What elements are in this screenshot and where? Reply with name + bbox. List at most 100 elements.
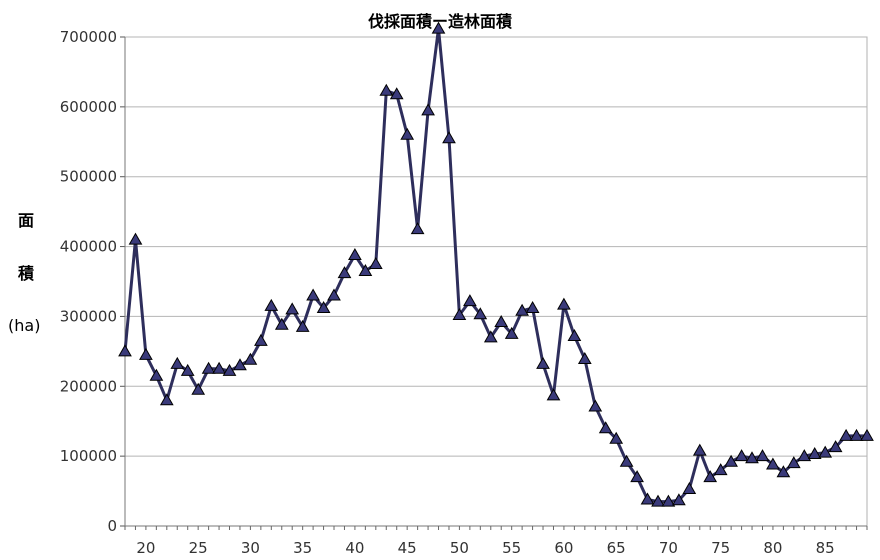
data-point-marker bbox=[713, 463, 728, 476]
y-tick-label: 200000 bbox=[60, 377, 117, 395]
data-point-marker bbox=[661, 494, 676, 507]
data-point-marker bbox=[473, 307, 488, 320]
data-point-marker bbox=[212, 361, 226, 374]
x-tick-label: 80 bbox=[763, 539, 782, 557]
chart-title: 伐採面積ー造林面積 bbox=[367, 12, 512, 31]
data-point-marker bbox=[159, 393, 174, 406]
y-tick-label: 400000 bbox=[60, 238, 117, 256]
data-point-marker bbox=[337, 266, 352, 279]
data-point-marker bbox=[504, 326, 519, 339]
data-point-marker bbox=[630, 470, 644, 483]
data-point-marker bbox=[682, 481, 697, 494]
data-point-marker bbox=[567, 328, 582, 341]
data-point-marker bbox=[766, 457, 780, 470]
data-point-marker bbox=[494, 314, 509, 327]
data-point-marker bbox=[274, 317, 289, 330]
data-point-marker bbox=[118, 344, 132, 357]
y-tick-label: 500000 bbox=[60, 168, 117, 186]
data-point-marker bbox=[640, 492, 655, 505]
data-point-marker bbox=[191, 382, 206, 395]
data-point-marker bbox=[201, 361, 216, 374]
data-point-marker bbox=[285, 302, 300, 315]
x-tick-label: 70 bbox=[659, 539, 678, 557]
data-point-marker bbox=[703, 470, 718, 483]
data-point-marker bbox=[755, 449, 770, 462]
data-point-marker bbox=[776, 465, 791, 478]
plot-area bbox=[124, 36, 868, 527]
data-point-marker bbox=[139, 347, 153, 360]
x-tick-label: 75 bbox=[711, 539, 730, 557]
data-point-marker bbox=[233, 358, 247, 371]
x-tick-label: 35 bbox=[293, 539, 312, 557]
data-point-marker bbox=[598, 421, 613, 434]
data-point-marker bbox=[557, 297, 571, 310]
data-point-marker bbox=[651, 494, 665, 507]
x-tick-label: 30 bbox=[241, 539, 260, 557]
data-point-marker bbox=[525, 300, 540, 313]
x-tick-label: 85 bbox=[816, 539, 835, 557]
y-tick-label: 700000 bbox=[60, 28, 117, 46]
data-point-marker bbox=[410, 222, 425, 235]
x-tick-label: 25 bbox=[189, 539, 208, 557]
data-point-marker bbox=[442, 131, 456, 144]
data-point-marker bbox=[849, 428, 864, 441]
data-point-marker bbox=[421, 103, 435, 116]
data-point-marker bbox=[431, 21, 446, 34]
data-point-marker bbox=[609, 431, 624, 444]
data-point-marker bbox=[515, 303, 529, 316]
data-point-marker bbox=[348, 247, 362, 260]
data-point-marker bbox=[734, 449, 749, 462]
x-tick-label: 65 bbox=[607, 539, 626, 557]
data-point-marker bbox=[818, 445, 833, 458]
data-point-marker bbox=[180, 363, 195, 376]
data-point-marker bbox=[860, 428, 874, 441]
data-point-marker bbox=[724, 454, 738, 467]
data-point-marker bbox=[379, 83, 394, 96]
y-axis-label-line-2: 積 bbox=[18, 264, 35, 283]
data-point-marker bbox=[839, 428, 853, 441]
data-point-marker bbox=[619, 454, 634, 467]
x-tick-label: 20 bbox=[136, 539, 155, 557]
data-point-marker bbox=[400, 127, 415, 140]
y-tick-label: 300000 bbox=[60, 307, 117, 325]
data-point-marker bbox=[358, 263, 373, 276]
data-point-marker bbox=[692, 443, 707, 456]
data-point-marker bbox=[264, 298, 279, 311]
y-axis-label-line-1: 面 bbox=[18, 211, 35, 230]
data-point-marker bbox=[452, 307, 467, 320]
data-point-marker bbox=[745, 451, 759, 464]
data-point-marker bbox=[327, 288, 341, 301]
data-point-marker bbox=[295, 319, 310, 332]
data-point-marker bbox=[368, 256, 383, 269]
data-point-marker bbox=[672, 493, 686, 506]
data-point-marker bbox=[316, 300, 331, 313]
data-point-marker bbox=[170, 356, 185, 369]
data-point-marker bbox=[222, 363, 237, 376]
data-point-marker bbox=[463, 294, 477, 307]
data-point-marker bbox=[149, 368, 164, 381]
data-point-marker bbox=[306, 288, 320, 301]
x-tick-label: 55 bbox=[502, 539, 521, 557]
data-point-marker bbox=[536, 356, 550, 369]
x-tick-label: 40 bbox=[345, 539, 364, 557]
data-point-marker bbox=[546, 388, 561, 401]
data-point-marker bbox=[483, 330, 498, 343]
data-point-marker bbox=[797, 449, 812, 462]
data-point-marker bbox=[828, 440, 843, 453]
y-tick-label: 100000 bbox=[60, 447, 117, 465]
y-tick-label: 0 bbox=[107, 517, 117, 535]
data-point-marker bbox=[588, 399, 603, 412]
data-point-marker bbox=[254, 333, 268, 346]
x-tick-label: 60 bbox=[554, 539, 573, 557]
y-axis-label-line-3: (ha) bbox=[8, 316, 41, 335]
data-point-marker bbox=[807, 446, 822, 459]
data-point-marker bbox=[128, 232, 143, 245]
x-tick-label: 45 bbox=[398, 539, 417, 557]
data-point-marker bbox=[786, 456, 801, 469]
data-point-marker bbox=[243, 352, 258, 365]
y-tick-label: 600000 bbox=[60, 98, 117, 116]
data-point-marker bbox=[577, 351, 592, 364]
data-point-marker bbox=[389, 87, 404, 100]
x-tick-label: 50 bbox=[450, 539, 469, 557]
